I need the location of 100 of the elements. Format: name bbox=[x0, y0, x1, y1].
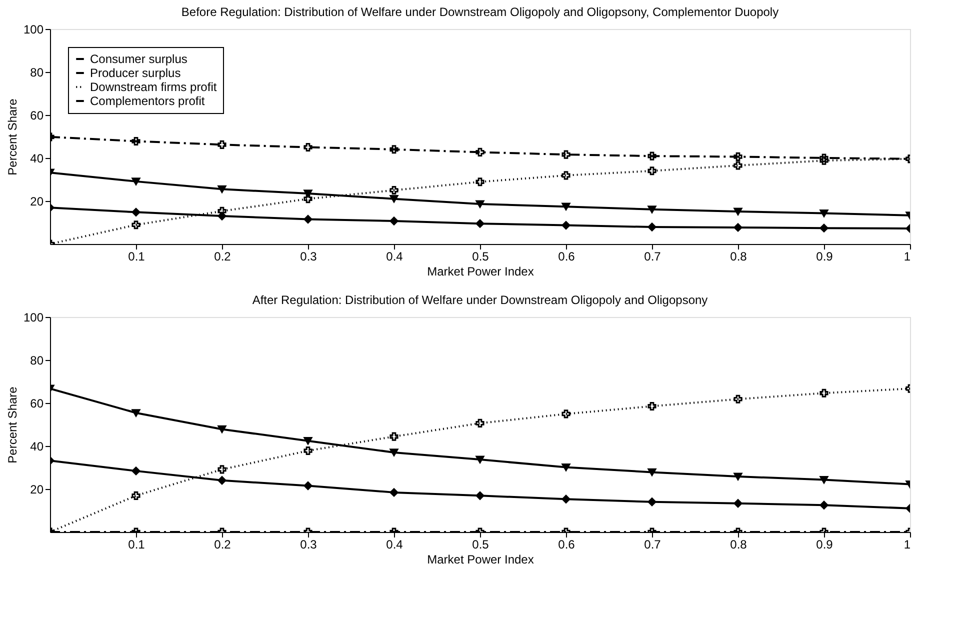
point bbox=[562, 221, 570, 230]
point bbox=[390, 432, 398, 441]
point bbox=[820, 224, 828, 232]
point bbox=[734, 208, 742, 216]
chart-title: After Regulation: Distribution of Welfare under Downstream Oligopoly and Oligopsony bbox=[252, 293, 708, 307]
x-tick-label: 1 bbox=[904, 250, 911, 264]
point bbox=[476, 491, 484, 500]
point bbox=[132, 178, 140, 186]
x-axis-title: Market Power Index bbox=[427, 264, 534, 278]
point bbox=[734, 499, 742, 508]
point bbox=[562, 150, 570, 159]
point bbox=[562, 202, 570, 210]
x-tick-label: 0.5 bbox=[472, 250, 490, 264]
point bbox=[476, 148, 484, 156]
x-tick-label: 0.6 bbox=[558, 538, 576, 552]
y-tick-label: 60 bbox=[30, 108, 44, 122]
point bbox=[476, 178, 484, 186]
point bbox=[132, 208, 140, 216]
point bbox=[820, 476, 828, 484]
x-tick-label: 0.9 bbox=[816, 250, 834, 264]
point bbox=[390, 186, 398, 195]
legend-label: Producer surplus bbox=[90, 66, 181, 80]
point bbox=[476, 200, 484, 208]
point bbox=[648, 468, 656, 476]
legend-label: Downstream firms profit bbox=[90, 80, 218, 94]
y-tick-label: 60 bbox=[30, 396, 44, 410]
point bbox=[562, 494, 570, 504]
y-tick-label: 80 bbox=[30, 354, 44, 368]
y-tick-label: 40 bbox=[30, 152, 44, 166]
point bbox=[734, 152, 742, 161]
point bbox=[734, 161, 742, 170]
x-tick-label: 0.5 bbox=[472, 538, 490, 552]
y-tick-label: 40 bbox=[30, 440, 44, 454]
point bbox=[476, 219, 484, 228]
point bbox=[562, 410, 570, 418]
x-tick-label: 0.7 bbox=[644, 538, 662, 552]
chart-title: Before Regulation: Distribution of Welfare under Downstream Oligopoly and Oligopsony, Complementor Duopoly bbox=[181, 5, 779, 19]
point bbox=[304, 142, 312, 152]
legend-label: Complementors profit bbox=[90, 94, 206, 108]
x-tick-label: 0.6 bbox=[558, 250, 576, 264]
point bbox=[476, 418, 484, 428]
point bbox=[390, 195, 398, 203]
point bbox=[648, 166, 656, 176]
y-tick-label: 100 bbox=[23, 22, 44, 36]
point bbox=[304, 437, 312, 445]
x-tick-label: 0.4 bbox=[386, 538, 404, 552]
point bbox=[218, 476, 226, 485]
x-tick-label: 0.4 bbox=[386, 250, 404, 264]
point bbox=[562, 171, 570, 180]
point bbox=[132, 466, 140, 476]
legend-label: Consumer surplus bbox=[90, 52, 188, 66]
point bbox=[648, 152, 656, 160]
x-tick-label: 0.8 bbox=[730, 538, 748, 552]
x-tick-label: 0.3 bbox=[300, 250, 318, 264]
point bbox=[304, 214, 312, 224]
point bbox=[304, 481, 312, 490]
point bbox=[132, 491, 140, 500]
x-tick-label: 0.2 bbox=[214, 538, 232, 552]
point bbox=[820, 154, 828, 162]
point bbox=[304, 446, 312, 456]
point bbox=[132, 409, 140, 417]
point bbox=[734, 472, 742, 480]
x-tick-label: 0.3 bbox=[300, 538, 318, 552]
point bbox=[390, 448, 398, 456]
point bbox=[562, 463, 570, 472]
x-tick-label: 0.7 bbox=[644, 250, 662, 264]
point bbox=[218, 140, 226, 149]
x-tick-label: 0.9 bbox=[816, 538, 834, 552]
point bbox=[304, 194, 312, 204]
x-tick-label: 0.8 bbox=[730, 250, 748, 264]
y-axis-title: Percent Share bbox=[5, 386, 20, 464]
point bbox=[648, 206, 656, 214]
point bbox=[304, 190, 312, 198]
point bbox=[476, 456, 484, 464]
point bbox=[132, 220, 140, 230]
point bbox=[390, 145, 398, 154]
x-tick-label: 1 bbox=[904, 538, 911, 552]
point bbox=[648, 498, 656, 506]
point bbox=[734, 394, 742, 404]
point bbox=[218, 185, 226, 193]
point bbox=[218, 425, 226, 434]
y-tick-label: 20 bbox=[30, 194, 44, 208]
x-tick-label: 0.2 bbox=[214, 250, 232, 264]
point bbox=[820, 388, 828, 398]
point bbox=[390, 488, 398, 497]
x-tick-label: 0.1 bbox=[128, 250, 146, 264]
y-tick-label: 20 bbox=[30, 482, 44, 496]
y-tick-label: 80 bbox=[30, 66, 44, 80]
y-axis-title: Percent Share bbox=[5, 98, 20, 176]
point bbox=[820, 156, 828, 165]
point bbox=[390, 216, 398, 226]
point bbox=[648, 402, 656, 411]
point bbox=[734, 223, 742, 232]
point bbox=[648, 222, 656, 232]
x-tick-label: 0.1 bbox=[128, 538, 146, 552]
point bbox=[820, 209, 828, 218]
point bbox=[218, 465, 226, 474]
x-axis-title: Market Power Index bbox=[427, 552, 534, 566]
y-tick-label: 100 bbox=[23, 310, 44, 324]
point bbox=[820, 500, 828, 510]
